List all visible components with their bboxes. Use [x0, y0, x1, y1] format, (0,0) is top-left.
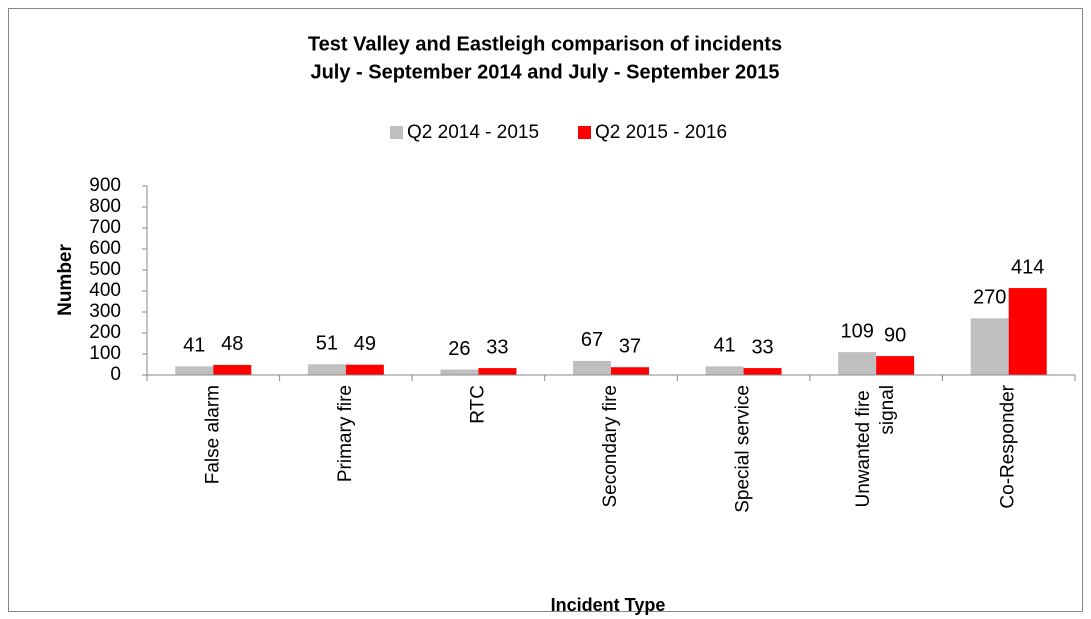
- x-tick-label-line: Unwanted fire: [853, 385, 874, 508]
- data-label: 90: [884, 324, 906, 346]
- data-label: 270: [973, 287, 1006, 309]
- x-tick-label: Unwanted fire signal: [853, 385, 898, 508]
- y-tick-label: 500: [89, 259, 121, 280]
- x-tick-label: False alarm: [202, 385, 223, 484]
- data-label: 41: [713, 335, 735, 357]
- x-axis-title: Incident Type: [551, 595, 666, 615]
- legend-swatch: [578, 126, 591, 139]
- bar: [573, 360, 611, 375]
- bar: [213, 364, 252, 375]
- x-tick-label: Secondary fire: [600, 385, 621, 508]
- y-tick-label: 400: [89, 280, 121, 301]
- legend-swatch: [390, 126, 403, 139]
- bar: [611, 367, 649, 375]
- x-tick-label: Special service: [733, 385, 754, 513]
- bar: [1008, 288, 1047, 375]
- data-label: 51: [316, 333, 338, 355]
- data-label: 48: [221, 333, 243, 355]
- x-tick-label: Primary fire: [335, 385, 356, 482]
- bar: [876, 356, 915, 375]
- y-tick-label: 600: [89, 238, 121, 259]
- bar: [440, 369, 479, 375]
- bar: [743, 368, 782, 375]
- data-label: 49: [354, 333, 376, 355]
- data-label: 37: [619, 336, 641, 358]
- chart-title: July - September 2014 and July - Septemb…: [310, 61, 779, 83]
- y-axis-title: Number: [55, 244, 76, 316]
- bar: [705, 366, 744, 375]
- x-tick-label: Co-Responder: [998, 384, 1019, 508]
- data-label: 33: [751, 336, 773, 358]
- y-tick-label: 0: [110, 364, 121, 385]
- chart-border: [8, 8, 1083, 612]
- y-tick-label: 900: [89, 175, 121, 196]
- x-tick-label: RTC: [467, 385, 488, 424]
- bar: [345, 364, 384, 375]
- bar: [307, 364, 346, 375]
- legend-label: Q2 2015 - 2016: [595, 122, 727, 143]
- data-label: 67: [581, 329, 603, 351]
- y-tick-label: 800: [89, 196, 121, 217]
- data-label: 26: [448, 338, 470, 360]
- data-label: 33: [486, 336, 508, 358]
- data-label: 41: [183, 335, 205, 357]
- y-tick-label: 200: [89, 322, 121, 343]
- chart-title: Test Valley and Eastleigh comparison of …: [308, 33, 782, 55]
- data-label: 414: [1011, 256, 1044, 278]
- bar: [175, 366, 214, 375]
- data-label: 109: [840, 320, 873, 342]
- bar: [970, 318, 1009, 375]
- x-tick-label-line: signal: [877, 385, 898, 435]
- legend-label: Q2 2014 - 2015: [407, 122, 539, 143]
- y-tick-label: 100: [89, 343, 121, 364]
- y-tick-label: 700: [89, 217, 121, 238]
- bar: [478, 368, 517, 375]
- y-tick-label: 300: [89, 301, 121, 322]
- bar: [838, 352, 877, 375]
